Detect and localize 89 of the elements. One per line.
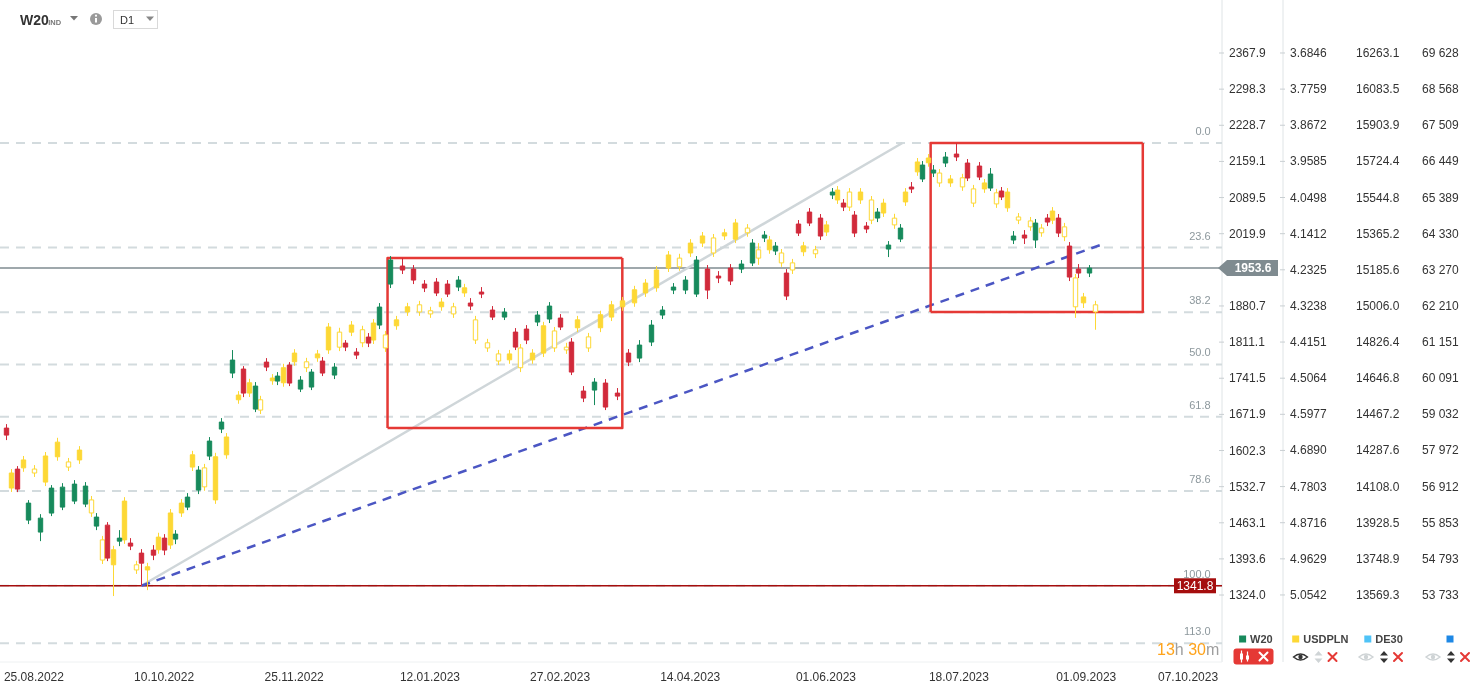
text: 15544.8	[1356, 190, 1400, 205]
y2-tick-label: 4.8716	[1290, 515, 1328, 530]
text: 13748.9	[1356, 551, 1400, 566]
y-tick-label: 1880.7	[1229, 298, 1267, 313]
text: 59 032	[1422, 407, 1460, 422]
text: 53 733	[1422, 587, 1460, 602]
text: 65 389	[1422, 190, 1460, 205]
x-tick-label: 27.02.2023	[530, 670, 591, 684]
text: 68 568	[1422, 82, 1460, 97]
text: 55 853	[1422, 515, 1460, 530]
y2-tick-label: 3.6846	[1290, 45, 1328, 60]
text: DE30	[1375, 633, 1403, 645]
y2-tick-label: 3.9585	[1290, 154, 1328, 169]
text: 13928.5	[1356, 515, 1400, 530]
text: 16263.1	[1356, 45, 1400, 60]
y-tick-label: 1532.7	[1229, 479, 1267, 494]
y2-tick-label: 4.3238	[1290, 298, 1328, 313]
annotation: 50.0	[1189, 346, 1211, 359]
text: 15185.6	[1356, 262, 1400, 277]
x-tick-label: 10.10.2022	[134, 670, 195, 684]
text: W20	[20, 12, 49, 28]
y-tick-label: 2019.9	[1229, 226, 1267, 241]
y-tick-label: 1811.1	[1229, 335, 1266, 350]
y-tick-label: 2367.9	[1229, 46, 1267, 61]
text: 61 151	[1422, 335, 1460, 350]
x-tick-label: 18.07.2023	[928, 670, 990, 684]
text: 56 912	[1422, 479, 1460, 494]
text: 14108.0	[1356, 479, 1400, 494]
ref-line-label: 1341.8	[1176, 578, 1214, 593]
text: 67 509	[1422, 118, 1460, 133]
text: 57 972	[1422, 443, 1460, 458]
annotation: 78.6	[1189, 473, 1211, 486]
text: 14646.8	[1356, 371, 1400, 386]
y-tick-label: 2089.5	[1229, 190, 1267, 205]
annotation: D1	[120, 14, 135, 26]
text: 14467.2	[1356, 407, 1400, 422]
annotation: 100.0	[1183, 567, 1211, 580]
y2-tick-label: 5.0542	[1290, 587, 1328, 602]
y-tick-label: 2298.3	[1229, 82, 1267, 97]
text: 64 330	[1422, 226, 1460, 241]
annotation: 23.6	[1189, 229, 1211, 242]
y2-tick-label: 3.8672	[1290, 118, 1328, 133]
y2-tick-label: 4.0498	[1290, 190, 1328, 205]
text: 16083.5	[1356, 82, 1400, 97]
text: 60 091	[1422, 371, 1460, 386]
x-tick-label: 25.11.2022	[264, 670, 325, 684]
text: 69 628	[1422, 45, 1460, 60]
text: 54 793	[1422, 551, 1460, 566]
text: 15903.9	[1356, 118, 1400, 133]
legend-label: USDPLN	[1303, 633, 1349, 645]
y-tick-label: 1393.6	[1229, 551, 1267, 566]
legend-label: W20	[1250, 633, 1273, 645]
annotation: 0.0	[1195, 125, 1211, 138]
y-tick-label: 1324.0	[1229, 588, 1267, 603]
ref-line-label: 1953.6	[1234, 261, 1272, 276]
text: 63 270	[1422, 262, 1460, 277]
annotation: 113.0	[1183, 625, 1211, 638]
text: 14287.6	[1356, 443, 1400, 458]
y2-tick-label: 4.7803	[1290, 479, 1328, 494]
annotation: 13h 30m	[1157, 640, 1220, 658]
text: 62 210	[1422, 298, 1460, 313]
text: 14826.4	[1356, 335, 1400, 350]
x-tick-label: 12.01.2023	[399, 670, 461, 684]
x-tick-label: 01.06.2023	[795, 670, 857, 684]
x-tick-label: 25.08.2022	[3, 670, 65, 684]
text: 15006.0	[1356, 298, 1400, 313]
y2-tick-label: 4.9629	[1290, 551, 1328, 566]
y2-tick-label: 4.6890	[1290, 443, 1328, 458]
text: 15365.2	[1356, 226, 1400, 241]
y-tick-label: 2159.1	[1229, 154, 1267, 169]
y2-tick-label: 4.5977	[1290, 407, 1328, 422]
y-tick-label: 2228.7	[1229, 118, 1267, 133]
x-tick-label: 07.10.2023	[1158, 670, 1219, 684]
y-tick-label: 1671.9	[1229, 407, 1267, 422]
annotation: 38.2	[1189, 294, 1211, 307]
y2-tick-label: 4.2325	[1290, 262, 1328, 277]
x-tick-label: 14.04.2023	[660, 670, 721, 684]
x-tick-label: 01.09.2023	[1056, 670, 1117, 684]
text: 15724.4	[1356, 154, 1400, 169]
y2-tick-label: 3.7759	[1290, 82, 1328, 97]
y2-tick-label: 4.1412	[1290, 226, 1328, 241]
text: 66 449	[1422, 154, 1460, 169]
y2-tick-label: 4.4151	[1290, 335, 1328, 350]
y-tick-label: 1741.5	[1229, 371, 1267, 386]
text: 13569.3	[1356, 587, 1400, 602]
y2-tick-label: 4.5064	[1290, 371, 1328, 386]
y-tick-label: 1463.1	[1229, 515, 1267, 530]
y-tick-label: 1602.3	[1229, 443, 1267, 458]
annotation: 61.8	[1189, 398, 1211, 411]
